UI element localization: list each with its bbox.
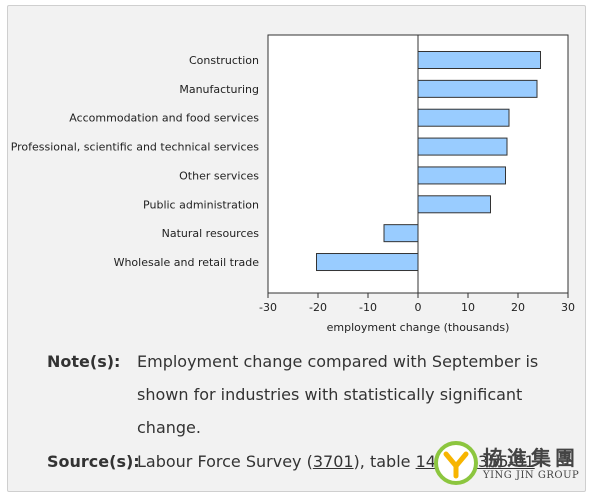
bar: [383, 224, 419, 243]
category-label: Other services: [179, 169, 259, 182]
bar: [417, 195, 491, 214]
x-tick-label: -20: [309, 301, 327, 314]
watermark-chinese-text: 協進集團: [483, 446, 579, 470]
category-label: Natural resources: [162, 227, 260, 240]
note-text: Employment change compared with Septembe…: [137, 345, 577, 444]
watermark: 協進集團 YING JIN GROUP: [433, 440, 593, 490]
x-tick-label: -30: [259, 301, 277, 314]
watermark-english-text: YING JIN GROUP: [483, 470, 580, 481]
category-label: Wholesale and retail trade: [114, 256, 260, 269]
bar: [417, 166, 506, 185]
source-text-before: Labour Force Survey (: [137, 452, 313, 471]
x-axis-title: employment change (thousands): [327, 321, 510, 334]
x-tick-label: -10: [359, 301, 377, 314]
category-label: Public administration: [143, 198, 259, 211]
notes-section: Note(s): Employment change compared with…: [47, 345, 577, 444]
category-label: Construction: [189, 54, 259, 67]
x-tick-label: 20: [511, 301, 525, 314]
source-text-middle: ), table: [353, 452, 416, 471]
bar: [316, 253, 419, 272]
note-line: Employment change compared with Septembe…: [137, 352, 539, 371]
source-link-survey[interactable]: 3701: [312, 452, 354, 471]
x-tick-label: 30: [561, 301, 575, 314]
note-line: change.: [137, 418, 201, 437]
x-tick-label: 0: [415, 301, 422, 314]
x-tick-label: 10: [461, 301, 475, 314]
category-label: Professional, scientific and technical s…: [11, 141, 260, 154]
bar-chart: Construction Manufacturing Accommodation a…: [11, 34, 575, 334]
category-label: Accommodation and food services: [69, 112, 259, 125]
note-row: Note(s): Employment change compared with…: [47, 345, 577, 444]
bar: [417, 108, 510, 127]
bar: [417, 137, 508, 156]
category-label: Manufacturing: [179, 83, 259, 96]
bar: [417, 51, 541, 69]
note-label: Note(s):: [47, 352, 121, 371]
bar: [417, 79, 538, 98]
watermark-logo-icon: [434, 441, 478, 485]
source-label: Source(s):: [47, 452, 140, 471]
note-line: shown for industries with statistically …: [137, 385, 523, 404]
